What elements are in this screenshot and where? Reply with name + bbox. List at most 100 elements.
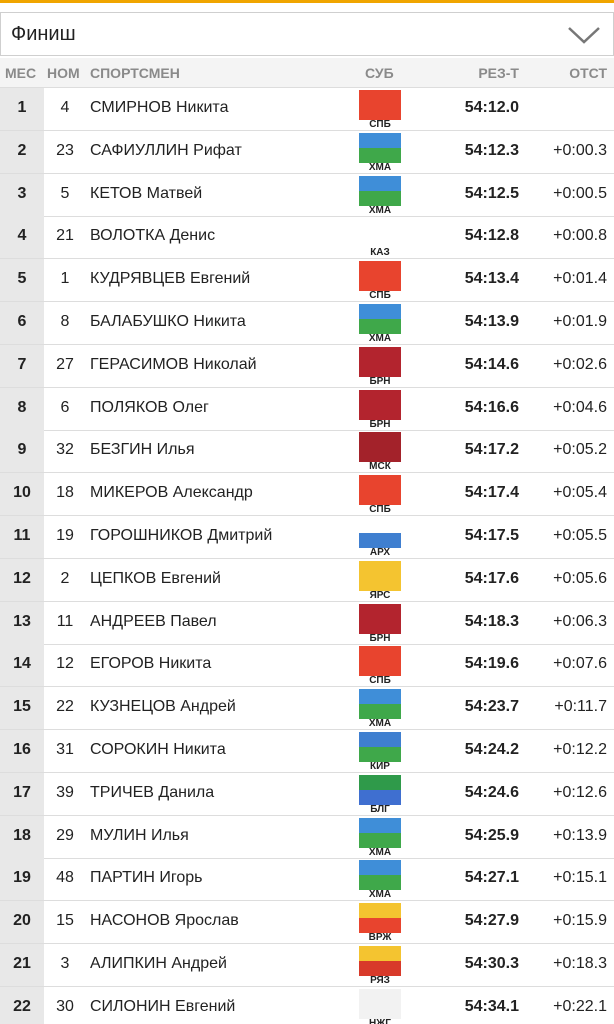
region-code: ХМА	[368, 718, 392, 730]
region-code: ХМА	[368, 161, 392, 173]
athlete-name: БЕЗГИН Илья	[90, 441, 195, 459]
athlete-name: КУДРЯВЦЕВ Евгений	[90, 270, 251, 288]
col-header: СПОРТСМЕН	[90, 65, 180, 81]
region-code: КАЗ	[370, 247, 390, 259]
time-gap: +0:04.6	[553, 398, 607, 416]
result-row[interactable]: 6 8 БАЛАБУШКО Никита ХМА 54:13.9 +0:01.9	[0, 302, 614, 345]
bib-number: 29	[56, 826, 74, 844]
place: 6	[0, 302, 44, 344]
athlete-name: СМИРНОВ Никита	[90, 99, 229, 116]
athlete-name: НАСОНОВ Ярослав	[90, 912, 239, 930]
athlete-name: АНДРЕЕВ Павел	[90, 612, 217, 630]
time-gap: +0:12.2	[553, 741, 607, 758]
result-row[interactable]: 20 15 НАСОНОВ Ярослав ВРЖ 54:27.9 +0:15.9	[0, 901, 614, 945]
time-gap: +0:05.6	[553, 569, 607, 587]
region-flag	[359, 261, 401, 292]
time-gap: +0:00.8	[553, 227, 607, 245]
result-row[interactable]: 22 30 СИЛОНИН Евгений НЖГ 54:34.1 +0:22.1	[0, 986, 614, 1024]
result-row[interactable]: 8 6 ПОЛЯКОВ Олег БРН 54:16.6 +0:04.6	[0, 387, 614, 431]
athlete-name: ЕГОРОВ Никита	[90, 655, 212, 673]
time-gap: +0:00.5	[553, 184, 607, 202]
bib-number: 27	[56, 355, 74, 373]
athlete-name: ПОЛЯКОВ Олег	[90, 398, 209, 416]
stage-select[interactable]: Финиш	[0, 12, 614, 56]
result-row[interactable]: 14 12 ЕГОРОВ Никита СПБ 54:19.6 +0:07.6	[0, 644, 614, 688]
result-row[interactable]: 11 19 ГОРОШНИКОВ Дмитрий АРХ 54:17.5 +0:05.5	[0, 516, 614, 559]
result-row[interactable]: 9 32 БЕЗГИН Илья МСК 54:17.2 +0:05.2	[0, 430, 614, 474]
result-row[interactable]: 15 22 КУЗНЕЦОВ Андрей ХМА 54:23.7 +0:11.7	[0, 687, 614, 731]
col-header: РЕЗ-Т	[478, 65, 519, 81]
region-flag	[359, 774, 401, 805]
result-time: 54:12.3	[464, 141, 519, 159]
bib-number: 11	[56, 612, 74, 630]
region-code: ЯРС	[369, 589, 391, 601]
place: 10	[0, 473, 44, 516]
place: 12	[0, 558, 44, 601]
place: 8	[0, 387, 44, 430]
place: 5	[0, 259, 44, 302]
region-flag	[359, 175, 401, 206]
result-time: 54:17.6	[464, 569, 519, 587]
time-gap: +0:00.3	[553, 141, 607, 159]
region-flag	[359, 475, 401, 506]
region-code: КИР	[370, 761, 390, 772]
athlete-name: БАЛАБУШКО Никита	[90, 313, 246, 330]
athlete-name: КЕТОВ Матвей	[90, 184, 203, 202]
time-gap: +0:18.3	[553, 955, 607, 972]
region-code: ВРЖ	[368, 932, 392, 944]
result-row[interactable]: 10 18 МИКЕРОВ Александр СПБ 54:17.4 +0:05.4	[0, 473, 614, 517]
result-time: 54:14.6	[464, 355, 519, 373]
result-row[interactable]: 3 5 КЕТОВ Матвей ХМА 54:12.5 +0:00.5	[0, 173, 614, 217]
time-gap: +0:22.1	[553, 997, 607, 1015]
result-row[interactable]: 12 2 ЦЕПКОВ Евгений ЯРС 54:17.6 +0:05.6	[0, 558, 614, 602]
bib-number: 2	[60, 569, 70, 587]
bib-number: 1	[60, 270, 70, 288]
time-gap: +0:05.2	[553, 441, 607, 459]
region-code: БРН	[369, 375, 391, 387]
time-gap: +0:12.6	[553, 783, 607, 801]
result-time: 54:30.3	[464, 955, 519, 972]
result-time: 54:24.6	[464, 783, 519, 801]
region-code: АРХ	[369, 547, 391, 558]
result-row[interactable]: 2 23 САФИУЛЛИН Рифат ХМА 54:12.3 +0:00.3	[0, 130, 614, 174]
bib-number: 3	[60, 955, 70, 972]
region-code: СПБ	[369, 504, 391, 516]
athlete-name: ВОЛОТКА Денис	[90, 227, 216, 245]
bib-number: 6	[60, 398, 70, 416]
place: 7	[0, 344, 44, 387]
result-time: 54:17.2	[464, 441, 519, 459]
region-code: ХМА	[368, 889, 392, 901]
region-flag	[359, 90, 401, 120]
bib-number: 4	[60, 99, 70, 116]
place: 13	[0, 601, 44, 644]
region-flag	[359, 560, 401, 591]
time-gap: +0:05.4	[553, 484, 607, 502]
region-flag	[359, 860, 401, 891]
bib-number: 31	[56, 741, 74, 758]
place: 20	[0, 901, 44, 944]
athlete-name: СОРОКИН Никита	[90, 741, 226, 758]
result-time: 54:34.1	[464, 997, 519, 1015]
bib-number: 30	[56, 997, 74, 1015]
athlete-name: ГОРОШНИКОВ Дмитрий	[90, 527, 273, 544]
result-row[interactable]: 13 11 АНДРЕЕВ Павел БРН 54:18.3 +0:06.3	[0, 601, 614, 645]
result-row[interactable]: 21 3 АЛИПКИН Андрей РЯЗ 54:30.3 +0:18.3	[0, 944, 614, 987]
result-time: 54:16.6	[464, 398, 519, 416]
result-row[interactable]: 16 31 СОРОКИН Никита КИР 54:24.2 +0:12.2	[0, 730, 614, 773]
result-time: 54:17.5	[464, 527, 519, 544]
place: 21	[0, 944, 44, 986]
result-row[interactable]: 17 39 ТРИЧЕВ Данила БЛГ 54:24.6 +0:12.6	[0, 772, 614, 816]
region-flag	[359, 732, 401, 762]
result-row[interactable]: 4 21 ВОЛОТКА Денис КАЗ 54:12.8 +0:00.8	[0, 216, 614, 260]
result-row[interactable]: 19 48 ПАРТИН Игорь ХМА 54:27.1 +0:15.1	[0, 858, 614, 902]
result-row[interactable]: 1 4 СМИРНОВ Никита СПБ 54:12.0	[0, 88, 614, 131]
result-time: 54:12.8	[464, 227, 519, 245]
result-row[interactable]: 7 27 ГЕРАСИМОВ Николай БРН 54:14.6 +0:02.6	[0, 344, 614, 388]
result-row[interactable]: 18 29 МУЛИН Илья ХМА 54:25.9 +0:13.9	[0, 815, 614, 859]
region-code: РЯЗ	[370, 975, 390, 986]
region-code: БРН	[369, 418, 391, 430]
col-header: ОТСТ	[569, 65, 607, 81]
athlete-name: ГЕРАСИМОВ Николай	[90, 355, 257, 373]
result-row[interactable]: 5 1 КУДРЯВЦЕВ Евгений СПБ 54:13.4 +0:01.4	[0, 259, 614, 303]
region-flag	[359, 518, 401, 548]
